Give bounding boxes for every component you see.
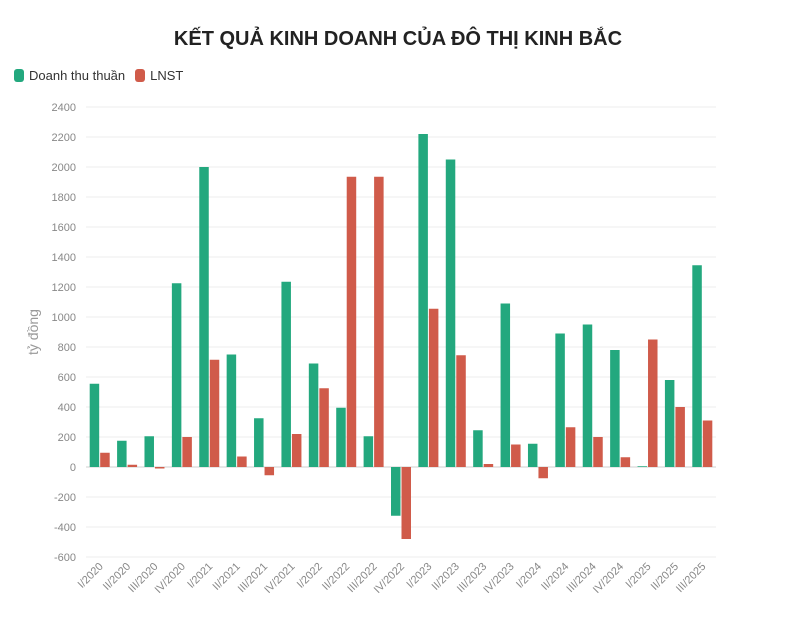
chart-title: KẾT QUẢ KINH DOANH CỦA ĐÔ THỊ KINH BẮC (173, 28, 623, 50)
x-tick-label: I/2021 (185, 561, 215, 591)
bar-revenue (445, 159, 456, 467)
bar-revenue (473, 430, 483, 467)
y-tick-label: -400 (54, 522, 76, 534)
legend-label-revenue: Doanh thu thuần (29, 68, 126, 83)
bar-revenue (308, 363, 319, 467)
bar-profit (154, 467, 165, 469)
y-tick-label: 800 (58, 342, 76, 354)
bar-profit (702, 420, 713, 467)
bar-profit (182, 437, 192, 467)
x-tick-label: IV/2024 (591, 561, 626, 596)
y-tick-label: 2400 (52, 102, 76, 114)
x-tick-label: III/2025 (674, 561, 708, 595)
bar-profit (346, 176, 357, 467)
bar-profit (100, 452, 110, 467)
legend-item-revenue[interactable]: Doanh thu thuần (14, 68, 125, 83)
bar-profit (565, 427, 576, 467)
y-tick-label: 1200 (52, 282, 76, 294)
bar-revenue (664, 380, 675, 467)
y-axis-label: tỷ đồng (25, 309, 41, 355)
x-tick-label: I/2023 (404, 561, 434, 591)
bar-profit (264, 467, 275, 476)
bar-profit (483, 464, 494, 467)
bar-revenue (89, 383, 100, 467)
y-tick-label: 2200 (52, 132, 76, 144)
legend-item-profit[interactable]: LNST (135, 68, 183, 83)
bar-revenue (144, 436, 154, 467)
legend-swatch-revenue (14, 69, 24, 82)
bar-profit (127, 464, 138, 467)
x-tick-label: IV/2020 (153, 561, 188, 596)
x-tick-label: IV/2021 (262, 561, 297, 596)
x-tick-label: I/2022 (295, 561, 325, 591)
bar-revenue (500, 303, 511, 467)
bar-profit (456, 355, 466, 467)
bar-profit (511, 444, 521, 467)
bar-profit (593, 437, 603, 467)
bar-profit (538, 467, 548, 479)
bar-profit (675, 407, 685, 467)
y-tick-label: 1000 (52, 312, 76, 324)
bar-revenue (171, 283, 182, 467)
bar-revenue (610, 350, 620, 467)
bar-revenue (391, 467, 401, 516)
bar-revenue (692, 265, 702, 467)
bar-revenue (117, 440, 127, 467)
bar-profit (237, 456, 247, 467)
bar-revenue (637, 466, 648, 467)
y-tick-label: 200 (58, 432, 76, 444)
bar-revenue (336, 407, 346, 467)
bar-profit (620, 457, 631, 467)
bar-profit (209, 359, 220, 467)
bar-profit (291, 434, 302, 467)
bar-revenue (226, 354, 237, 467)
bar-profit (401, 467, 411, 539)
y-tick-label: 1800 (52, 192, 76, 204)
bar-profit (374, 176, 384, 467)
bar-profit (428, 308, 439, 467)
x-tick-label: I/2024 (514, 561, 544, 591)
bar-revenue (555, 333, 565, 467)
y-tick-label: 1400 (52, 252, 76, 264)
y-tick-label: -200 (54, 492, 76, 504)
bar-revenue (363, 436, 374, 467)
bar-profit (648, 339, 658, 467)
bar-revenue (199, 167, 209, 467)
x-tick-label: IV/2022 (372, 561, 407, 596)
bar-revenue (418, 134, 428, 467)
bar-revenue (254, 418, 264, 467)
bar-profit (319, 388, 329, 467)
legend-label-profit: LNST (150, 68, 184, 83)
legend-swatch-profit (135, 69, 146, 82)
y-tick-label: 0 (70, 462, 76, 474)
bar-revenue (582, 324, 593, 467)
y-tick-label: 1600 (52, 222, 76, 234)
x-tick-label: I/2025 (624, 561, 654, 591)
y-tick-label: 2000 (52, 162, 76, 174)
y-tick-label: -600 (54, 552, 76, 564)
bar-revenue (527, 443, 538, 467)
x-tick-label: I/2020 (76, 561, 106, 591)
y-tick-label: 400 (58, 402, 76, 414)
bar-revenue (281, 281, 291, 467)
y-tick-label: 600 (58, 372, 76, 384)
x-tick-label: IV/2023 (481, 561, 516, 596)
legend: Doanh thu thuần LNST (14, 68, 183, 83)
